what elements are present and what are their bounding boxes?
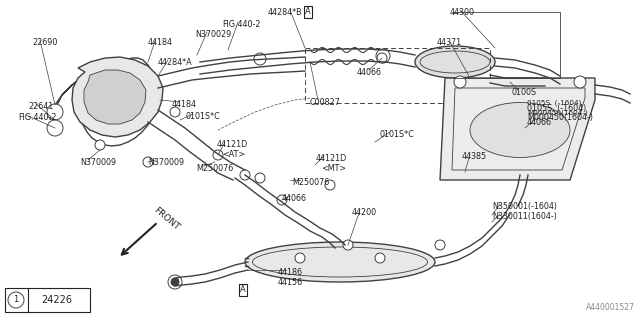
- Text: N330011(1604-): N330011(1604-): [492, 212, 557, 221]
- Text: 24226: 24226: [42, 295, 72, 305]
- Text: A: A: [305, 7, 311, 17]
- Text: 44284*B: 44284*B: [268, 8, 303, 17]
- Text: A440001527: A440001527: [586, 303, 635, 312]
- Circle shape: [277, 195, 287, 205]
- Bar: [5, 288, 90, 312]
- Text: 44385: 44385: [462, 152, 487, 161]
- Text: N370029: N370029: [195, 30, 231, 39]
- Text: M250076: M250076: [196, 164, 233, 173]
- Text: 0105S  (-1604): 0105S (-1604): [527, 100, 581, 107]
- Text: 22641: 22641: [28, 102, 53, 111]
- Text: M000450(1604-): M000450(1604-): [527, 110, 588, 116]
- Text: N370009: N370009: [148, 158, 184, 167]
- Text: C00827: C00827: [310, 98, 341, 107]
- Text: 44200: 44200: [352, 208, 377, 217]
- Text: 1: 1: [13, 295, 19, 305]
- Text: 0105S  (-1604): 0105S (-1604): [527, 104, 586, 113]
- Ellipse shape: [245, 242, 435, 282]
- Circle shape: [343, 240, 353, 250]
- Circle shape: [377, 53, 387, 63]
- Polygon shape: [440, 78, 595, 180]
- Circle shape: [170, 107, 180, 117]
- Text: <AT>: <AT>: [222, 150, 245, 159]
- Text: 44284*A: 44284*A: [158, 58, 193, 67]
- Text: FIG.440-2: FIG.440-2: [222, 20, 260, 29]
- Bar: [305, 48, 490, 103]
- Text: 44186: 44186: [278, 268, 303, 277]
- Text: M250076: M250076: [292, 178, 329, 187]
- Text: FRONT: FRONT: [152, 205, 181, 232]
- Text: A: A: [240, 285, 246, 294]
- Circle shape: [454, 76, 466, 88]
- Circle shape: [254, 53, 266, 65]
- Text: 44066: 44066: [357, 68, 382, 77]
- Circle shape: [47, 120, 63, 136]
- Text: N370009: N370009: [80, 158, 116, 167]
- Text: <MT>: <MT>: [321, 164, 346, 173]
- Text: 44184: 44184: [148, 38, 173, 47]
- Circle shape: [8, 292, 24, 308]
- Circle shape: [375, 253, 385, 263]
- Text: 44121D: 44121D: [217, 140, 248, 149]
- Circle shape: [143, 157, 153, 167]
- Text: M000450(1604-): M000450(1604-): [527, 113, 593, 122]
- Circle shape: [47, 104, 63, 120]
- Text: 0101S*C: 0101S*C: [185, 112, 220, 121]
- Circle shape: [240, 170, 250, 180]
- Ellipse shape: [415, 46, 495, 78]
- Text: 0101S*C: 0101S*C: [380, 130, 415, 139]
- Polygon shape: [72, 57, 163, 137]
- Text: 44121D: 44121D: [316, 154, 348, 163]
- Text: 0100S: 0100S: [511, 88, 536, 97]
- Circle shape: [213, 150, 223, 160]
- Circle shape: [574, 76, 586, 88]
- Text: 22690: 22690: [32, 38, 58, 47]
- Text: 44066: 44066: [527, 118, 552, 127]
- Text: 44066: 44066: [282, 194, 307, 203]
- Circle shape: [95, 140, 105, 150]
- Text: 44371: 44371: [437, 38, 462, 47]
- Text: 44184: 44184: [172, 100, 197, 109]
- Circle shape: [295, 253, 305, 263]
- Circle shape: [435, 240, 445, 250]
- Text: N350001(-1604): N350001(-1604): [492, 202, 557, 211]
- Text: FIG.440-2: FIG.440-2: [18, 113, 56, 122]
- Ellipse shape: [470, 102, 570, 157]
- Circle shape: [168, 275, 182, 289]
- Polygon shape: [84, 70, 146, 124]
- Text: 44156: 44156: [278, 278, 303, 287]
- Circle shape: [171, 278, 179, 286]
- Circle shape: [255, 173, 265, 183]
- Circle shape: [325, 180, 335, 190]
- Text: 44300: 44300: [450, 8, 475, 17]
- Circle shape: [376, 49, 390, 63]
